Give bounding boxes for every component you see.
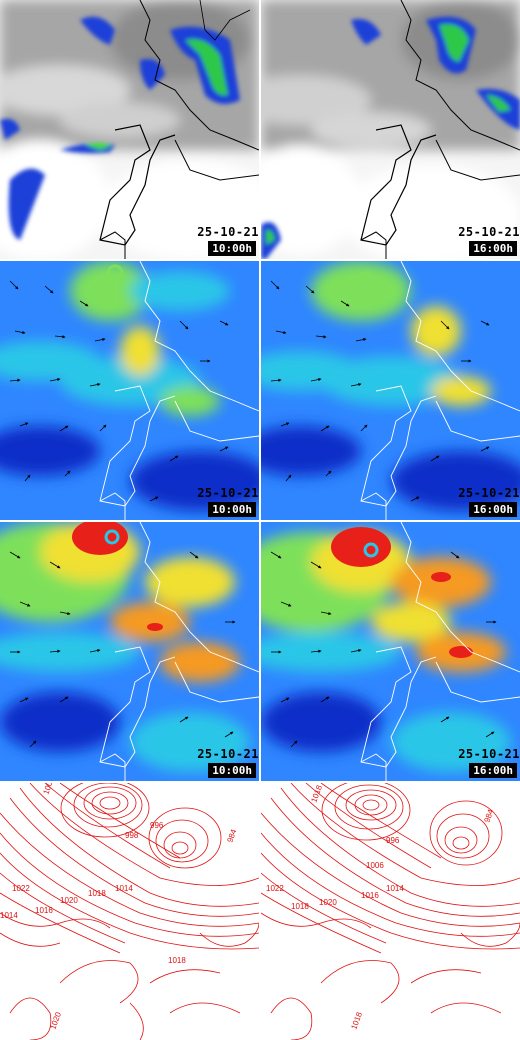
forecast-time: 16:00h: [469, 502, 517, 517]
panel-divider: [0, 259, 520, 261]
isobar-label: 1014: [0, 911, 18, 920]
isobar-label: 1014: [386, 884, 404, 893]
isobar-label: 1006: [366, 861, 384, 870]
cloud-map-panel-16h: 25-10-21 16:00h: [261, 0, 520, 259]
cloud-map-panel-10h: 25-10-21 10:00h: [0, 0, 259, 259]
wind-gust-map: [261, 522, 520, 781]
panel-divider: [0, 520, 520, 522]
wind-map-panel-16h: 25-10-21 16:00h: [261, 261, 520, 520]
isobar-label: 984: [482, 808, 495, 824]
isobar-label: 1018: [168, 956, 186, 965]
isobar-label: 1020: [319, 898, 337, 907]
forecast-date: 25-10-21: [458, 225, 520, 239]
forecast-date: 25-10-21: [197, 486, 259, 500]
isobar-label: 1014: [115, 884, 133, 893]
wind-map: [261, 261, 520, 520]
wind-gust-map: [0, 522, 259, 781]
forecast-date: 25-10-21: [197, 225, 259, 239]
forecast-date: 25-10-21: [458, 747, 520, 761]
forecast-time: 16:00h: [469, 241, 517, 256]
panel-divider: [0, 781, 520, 783]
forecast-time: 10:00h: [208, 763, 256, 778]
pressure-map-panel-16h: 1018 1014 1016 1022 1018 1020 1018 1006 …: [261, 783, 520, 1040]
isobar-label: 1020: [60, 896, 78, 905]
wind-map: [0, 261, 259, 520]
pressure-map: 1018 1014 1016 1022 1018 1020 1018 1006 …: [261, 783, 520, 1040]
isobar-label: 1018: [291, 902, 309, 911]
wind-gust-map-panel-16h: 25-10-21 16:00h: [261, 522, 520, 781]
isobar-label: 1022: [12, 884, 30, 893]
forecast-date: 25-10-21: [458, 486, 520, 500]
forecast-time: 10:00h: [208, 241, 256, 256]
wind-map-panel-10h: 25-10-21 10:00h: [0, 261, 259, 520]
isobar-label: 996: [386, 836, 400, 845]
isobar-label: 996: [150, 821, 164, 830]
isobar-label: 998: [125, 831, 139, 840]
isobar-label: 1022: [266, 884, 284, 893]
isobar-label: 1018: [88, 889, 106, 898]
isobar-label: 984: [225, 828, 238, 844]
pressure-map-panel-10h: 1008 1014 1018 1020 1022 1014 1016 1018 …: [0, 783, 259, 1040]
cloud-map: [0, 0, 259, 259]
isobar-label: 1016: [35, 906, 53, 915]
forecast-time: 10:00h: [208, 502, 256, 517]
isobar-label: 1016: [361, 891, 379, 900]
cloud-map: [261, 0, 520, 259]
wind-gust-map-panel-10h: 25-10-21 10:00h: [0, 522, 259, 781]
forecast-time: 16:00h: [469, 763, 517, 778]
forecast-date: 25-10-21: [197, 747, 259, 761]
pressure-map: 1008 1014 1018 1020 1022 1014 1016 1018 …: [0, 783, 259, 1040]
